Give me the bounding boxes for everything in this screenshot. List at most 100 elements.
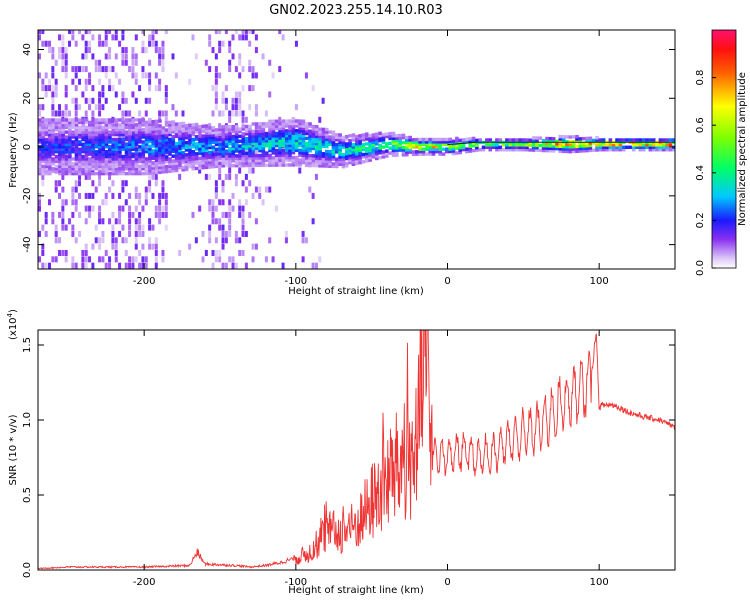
heatmap-cell bbox=[378, 134, 382, 138]
heatmap-cell bbox=[324, 154, 329, 159]
heatmap-cell bbox=[158, 110, 162, 117]
heatmap-cell bbox=[38, 132, 42, 137]
heatmap-cell bbox=[44, 152, 49, 156]
heatmap-cell bbox=[278, 156, 282, 160]
heatmap-cell bbox=[271, 124, 276, 128]
heatmap-cell bbox=[435, 145, 439, 149]
heatmap-cell bbox=[278, 129, 282, 133]
heatmap-cell bbox=[578, 137, 583, 141]
heatmap-cell bbox=[164, 147, 169, 152]
heatmap-cell bbox=[158, 170, 162, 174]
heatmap-cell bbox=[98, 91, 102, 98]
heatmap-cell bbox=[71, 132, 75, 137]
heatmap-cell bbox=[214, 186, 218, 193]
heatmap-cell bbox=[71, 162, 75, 166]
heatmap-cell bbox=[294, 40, 298, 47]
heatmap-cell bbox=[84, 85, 88, 92]
heatmap-cell bbox=[211, 249, 215, 256]
heatmap-cell bbox=[161, 165, 166, 169]
heatmap-cell bbox=[281, 141, 286, 145]
heatmap-cell bbox=[311, 137, 316, 141]
heatmap-cell bbox=[191, 149, 196, 154]
heatmap-cell bbox=[191, 164, 196, 169]
heatmap-cell bbox=[211, 262, 215, 269]
heatmap-cell bbox=[241, 154, 246, 158]
heatmap-cell bbox=[254, 124, 259, 129]
heatmap-cell bbox=[68, 167, 72, 171]
heatmap-cell bbox=[238, 159, 242, 163]
heatmap-cell bbox=[284, 153, 289, 157]
heatmap-cell bbox=[101, 256, 105, 263]
heatmap-cell bbox=[78, 152, 82, 156]
heatmap-cell bbox=[94, 237, 98, 244]
heatmap-cell bbox=[71, 130, 75, 134]
heatmap-cell bbox=[531, 136, 536, 140]
heatmap-cell bbox=[204, 153, 209, 157]
heatmap-cell bbox=[51, 66, 55, 73]
heatmap-cell bbox=[191, 211, 195, 218]
heatmap-cell bbox=[334, 150, 339, 154]
heatmap-cell bbox=[101, 91, 105, 98]
heatmap-cell bbox=[291, 136, 296, 140]
heatmap-cell bbox=[114, 125, 119, 129]
heatmap-cell bbox=[94, 152, 99, 156]
heatmap-cell bbox=[151, 40, 155, 47]
heatmap-cell bbox=[311, 132, 316, 136]
heatmap-cell bbox=[218, 154, 222, 158]
heatmap-cell bbox=[475, 138, 479, 143]
heatmap-cell bbox=[158, 165, 162, 170]
heatmap-cell bbox=[598, 138, 603, 142]
heatmap-cell bbox=[254, 144, 259, 148]
heatmap-cell bbox=[124, 53, 128, 60]
heatmap-cell bbox=[281, 143, 286, 148]
heatmap-cell bbox=[388, 131, 392, 136]
heatmap-cell bbox=[415, 140, 419, 144]
heatmap-cell bbox=[284, 121, 289, 126]
heatmap-cell bbox=[395, 138, 399, 143]
heatmap-cell bbox=[124, 262, 128, 269]
heatmap-cell bbox=[618, 145, 623, 149]
heatmap-cell bbox=[591, 148, 596, 152]
heatmap-cell bbox=[64, 91, 68, 98]
heatmap-cell bbox=[451, 146, 456, 151]
heatmap-cell bbox=[38, 169, 42, 173]
heatmap-cell bbox=[231, 163, 236, 168]
heatmap-cell bbox=[58, 120, 62, 125]
heatmap-cell bbox=[124, 137, 129, 142]
heatmap-cell bbox=[178, 153, 182, 158]
heatmap-cell bbox=[258, 139, 262, 143]
heatmap-cell bbox=[221, 144, 226, 149]
heatmap-cell bbox=[278, 66, 282, 73]
heatmap-cell bbox=[311, 129, 316, 134]
heatmap-cell bbox=[148, 85, 152, 92]
heatmap-cell bbox=[38, 199, 41, 206]
heatmap-cell bbox=[108, 137, 112, 142]
heatmap-cell bbox=[428, 137, 432, 142]
heatmap-cell bbox=[248, 158, 252, 163]
heatmap-cell bbox=[134, 140, 139, 144]
heatmap-cell bbox=[291, 121, 296, 126]
heatmap-cell bbox=[228, 139, 232, 144]
heatmap-cell bbox=[214, 157, 219, 161]
heatmap-cell bbox=[141, 152, 146, 156]
heatmap-cell bbox=[181, 138, 186, 143]
heatmap-cell bbox=[104, 162, 109, 166]
heatmap-cell bbox=[331, 142, 336, 147]
heatmap-cell bbox=[41, 171, 45, 176]
heatmap-cell bbox=[54, 140, 59, 144]
heatmap-cell bbox=[571, 135, 576, 139]
heatmap-cell bbox=[74, 180, 78, 187]
heatmap-cell bbox=[234, 262, 238, 269]
heatmap-cell bbox=[101, 157, 105, 161]
heatmap-cell bbox=[301, 156, 306, 160]
heatmap-cell bbox=[231, 97, 235, 104]
heatmap-cell bbox=[271, 136, 276, 141]
heatmap-cell bbox=[71, 262, 75, 269]
heatmap-cell bbox=[121, 154, 126, 159]
heatmap-cell bbox=[281, 148, 286, 153]
heatmap-cell bbox=[248, 151, 252, 155]
heatmap-cell bbox=[298, 167, 302, 174]
heatmap-cell bbox=[248, 144, 252, 148]
heatmap-cell bbox=[81, 164, 85, 169]
